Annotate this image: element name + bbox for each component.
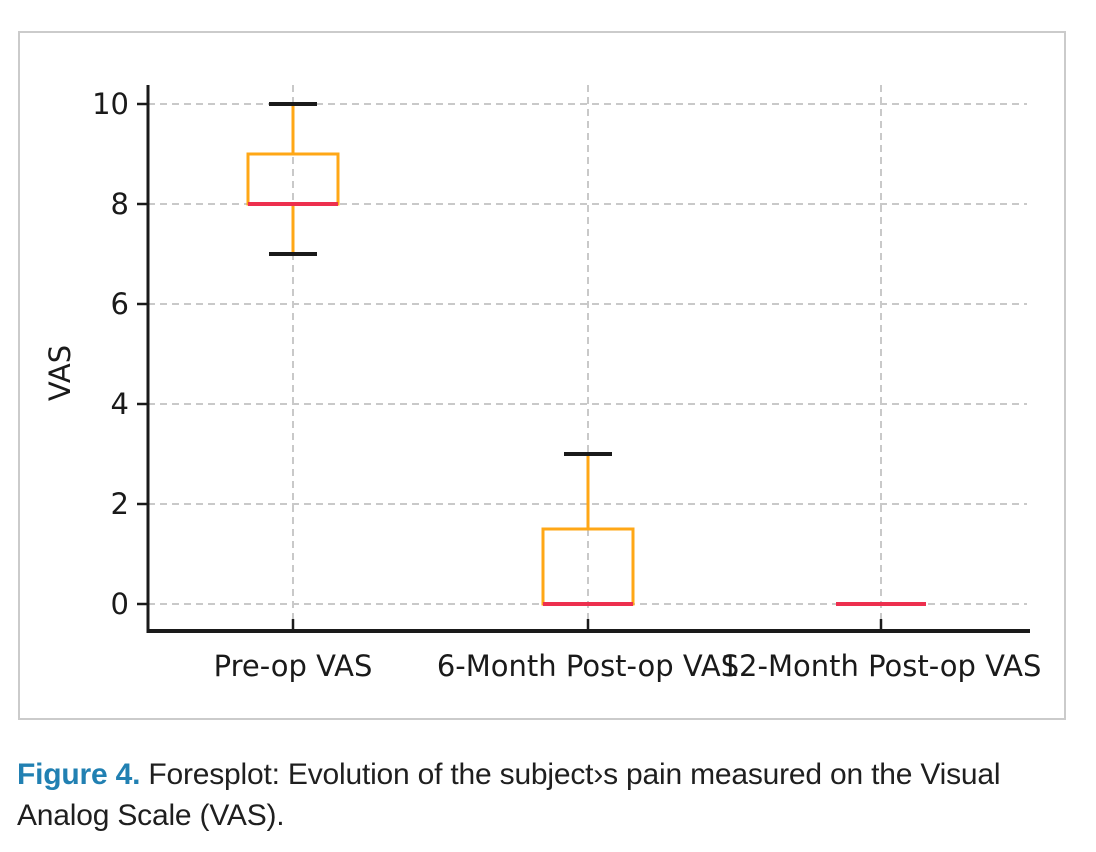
y-tick-label: 6 xyxy=(111,287,129,321)
figure-caption: Figure 4. Foresplot: Evolution of the su… xyxy=(17,754,1067,836)
axes xyxy=(137,85,1030,633)
x-category-label: 6-Month Post-op VAS xyxy=(437,649,739,683)
axis-labels: 0 2 4 6 8 10 Pre-op VAS 6-Month Post-op VAS12-M… xyxy=(43,87,1041,683)
y-tick-label: 10 xyxy=(92,87,129,121)
figure-panel: 0 2 4 6 8 10 Pre-op VAS 6-Month Post-op VAS 12-M… xyxy=(18,31,1066,720)
figure-caption-text: Foresplot: Evolution of the subject›s pa… xyxy=(17,758,1001,832)
y-tick-label: 0 xyxy=(111,587,129,621)
boxplot-1 xyxy=(246,102,340,256)
y-tick-label: 8 xyxy=(111,187,129,221)
x-category-label: Pre-op VAS xyxy=(214,649,373,683)
y-tick-label: 2 xyxy=(111,487,129,521)
y-tick-label: 4 xyxy=(111,387,129,421)
boxplot-2 xyxy=(541,452,635,606)
figure-caption-label: Figure 4. xyxy=(17,758,141,791)
gridlines xyxy=(148,85,1027,631)
boxplot-chart: 0 2 4 6 8 10 Pre-op VAS 6-Month Post-op VAS12-M… xyxy=(43,85,1041,683)
y-axis-title: VAS xyxy=(43,345,77,401)
x-category-label: 12-Month Post-op VAS xyxy=(721,649,1042,683)
